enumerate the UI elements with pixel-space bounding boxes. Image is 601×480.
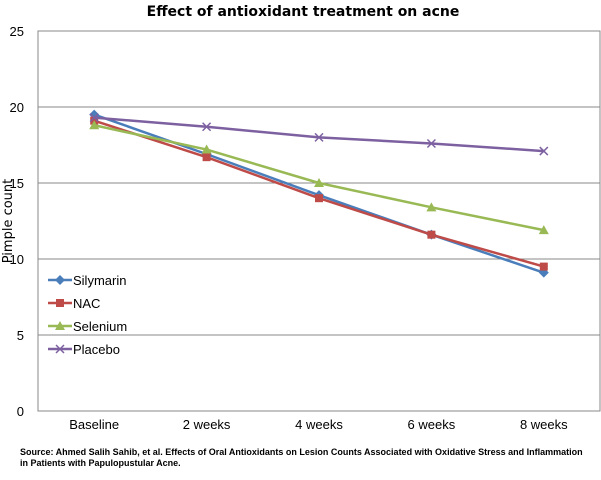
series-selenium — [89, 120, 549, 235]
data-point — [202, 153, 211, 162]
chart-title: Effect of antioxidant treatment on acne — [147, 4, 460, 20]
y-tick-label: 15 — [10, 176, 24, 191]
grid-lines — [38, 30, 600, 412]
legend-label: Placebo — [73, 342, 120, 357]
x-tick-label: 4 weeks — [295, 417, 343, 432]
legend-item: Silymarin — [48, 273, 126, 288]
x-tick-label: Baseline — [69, 417, 119, 432]
data-point — [427, 230, 436, 239]
data-point — [55, 275, 65, 285]
y-tick-label: 5 — [17, 328, 24, 343]
y-tick-label: 20 — [10, 100, 24, 115]
data-point — [56, 299, 64, 307]
series-silymarin — [89, 109, 549, 278]
data-point — [202, 122, 212, 132]
data-point — [538, 225, 549, 235]
data-point — [55, 321, 65, 330]
y-tick-label: 0 — [17, 404, 24, 419]
data-point — [55, 344, 65, 354]
data-point — [539, 262, 548, 271]
data-point-stroke — [539, 146, 549, 156]
data-point-stroke — [89, 113, 99, 123]
legend-item: Placebo — [48, 342, 120, 357]
data-point-stroke — [314, 132, 324, 142]
plot-area — [37, 30, 601, 412]
y-tick-label: 25 — [10, 24, 24, 39]
data-point — [89, 120, 100, 130]
series-line — [94, 116, 544, 153]
legend-label: NAC — [73, 296, 100, 311]
x-tick-label: 2 weeks — [183, 417, 231, 432]
data-point — [314, 132, 324, 142]
source-note: Source: Ahmed Salih Sahib, et al. Effect… — [20, 447, 583, 468]
x-axis-ticks: Baseline 2 weeks 4 weeks 6 weeks 8 weeks — [69, 417, 568, 432]
y-axis-ticks: 0 5 10 15 20 25 — [10, 24, 24, 419]
legend-item: Selenium — [48, 319, 127, 334]
data-point — [201, 144, 212, 154]
data-point — [315, 194, 323, 203]
x-tick-label: 8 weeks — [520, 417, 568, 432]
data-point-stroke — [202, 122, 212, 132]
series-group — [89, 109, 549, 278]
data-point — [314, 178, 324, 187]
series-line — [93, 124, 545, 232]
data-point-stroke — [426, 138, 436, 149]
x-tick-label: 6 weeks — [408, 417, 456, 432]
legend-label: Selenium — [73, 319, 127, 334]
data-point-stroke — [55, 344, 65, 354]
data-point — [426, 138, 436, 149]
data-point — [539, 146, 549, 156]
legend: Silymarin NAC Selenium Placebo — [48, 273, 127, 357]
y-tick-label: 10 — [10, 252, 24, 267]
y-axis-label: Pimple count — [1, 179, 16, 264]
data-point — [89, 113, 99, 123]
series-placebo — [89, 113, 549, 156]
data-point — [426, 202, 437, 212]
legend-label: Silymarin — [73, 273, 126, 288]
legend-item: NAC — [48, 296, 100, 311]
